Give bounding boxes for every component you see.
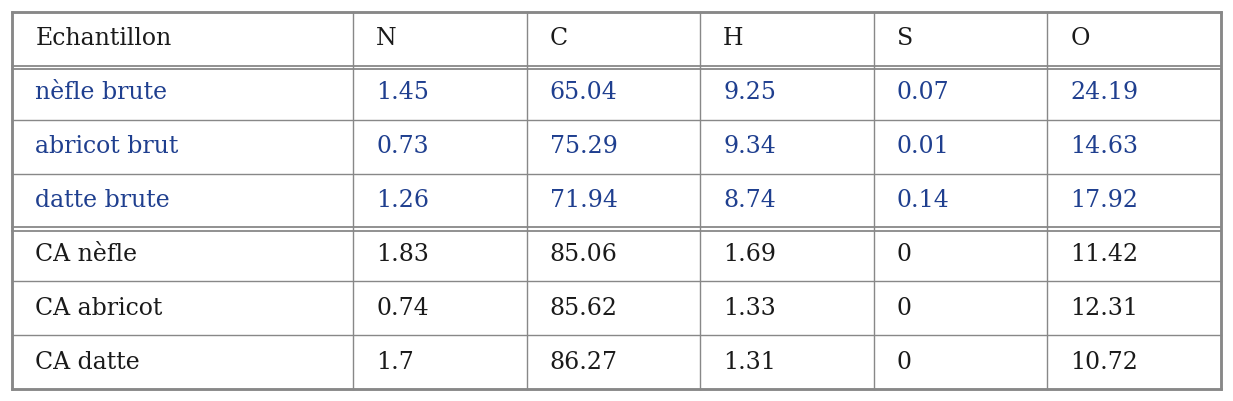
Text: 9.25: 9.25 [724, 81, 776, 104]
Text: 1.31: 1.31 [724, 350, 776, 374]
Text: 1.83: 1.83 [376, 243, 429, 266]
Text: 86.27: 86.27 [550, 350, 618, 374]
Text: 0: 0 [896, 243, 911, 266]
Text: 65.04: 65.04 [550, 81, 618, 104]
Text: 11.42: 11.42 [1070, 243, 1138, 266]
Text: 71.94: 71.94 [550, 189, 618, 212]
Text: 14.63: 14.63 [1070, 135, 1138, 158]
Text: 0.01: 0.01 [896, 135, 949, 158]
Text: 0.07: 0.07 [896, 81, 949, 104]
Text: 0.73: 0.73 [376, 135, 429, 158]
Text: CA datte: CA datte [36, 350, 141, 374]
Text: Echantillon: Echantillon [36, 27, 171, 51]
Text: 85.62: 85.62 [550, 297, 618, 320]
Text: 10.72: 10.72 [1070, 350, 1138, 374]
Text: 75.29: 75.29 [550, 135, 618, 158]
Text: 24.19: 24.19 [1070, 81, 1138, 104]
Text: H: H [724, 27, 743, 51]
Text: 0.74: 0.74 [376, 297, 429, 320]
Text: CA nèfle: CA nèfle [36, 243, 138, 266]
Text: nèfle brute: nèfle brute [36, 81, 168, 104]
Text: CA abricot: CA abricot [36, 297, 163, 320]
Text: datte brute: datte brute [36, 189, 170, 212]
Text: 1.7: 1.7 [376, 350, 414, 374]
Text: 8.74: 8.74 [724, 189, 776, 212]
Text: 1.45: 1.45 [376, 81, 429, 104]
Text: abricot brut: abricot brut [36, 135, 179, 158]
Text: 1.33: 1.33 [724, 297, 776, 320]
Text: 1.26: 1.26 [376, 189, 429, 212]
Text: C: C [550, 27, 567, 51]
Text: 1.69: 1.69 [724, 243, 777, 266]
Text: 0.14: 0.14 [896, 189, 949, 212]
Text: 85.06: 85.06 [550, 243, 618, 266]
Text: O: O [1070, 27, 1090, 51]
Text: N: N [376, 27, 397, 51]
Text: 17.92: 17.92 [1070, 189, 1138, 212]
Text: S: S [896, 27, 912, 51]
Text: 0: 0 [896, 297, 911, 320]
Text: 9.34: 9.34 [724, 135, 776, 158]
Text: 12.31: 12.31 [1070, 297, 1138, 320]
Text: 0: 0 [896, 350, 911, 374]
